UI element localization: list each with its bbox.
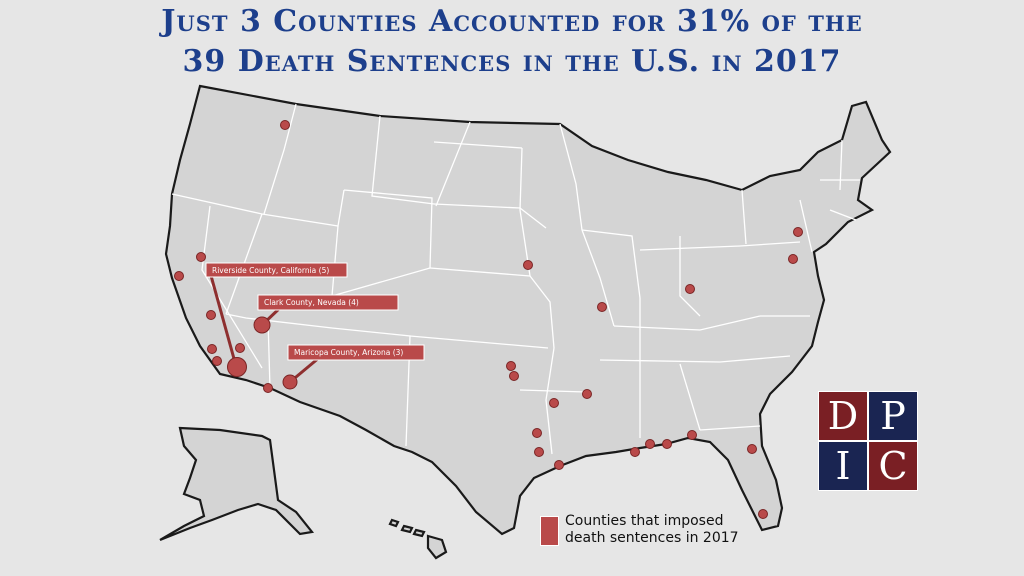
county-dot	[235, 343, 245, 353]
county-dot	[534, 447, 544, 457]
county-dot	[506, 361, 516, 371]
county-dot	[597, 302, 607, 312]
logo-letter-c: C	[868, 441, 918, 491]
riverside-county-dot	[227, 357, 247, 377]
callout-clark-label: Clark County, Nevada (4)	[264, 298, 359, 307]
alaska	[159, 426, 315, 542]
county-dot	[685, 284, 695, 294]
county-dot	[174, 271, 184, 281]
legend: Counties that imposed death sentences in…	[540, 513, 739, 547]
callout-riverside: Riverside County, California (5)	[205, 262, 348, 278]
county-dot	[630, 447, 640, 457]
legend-line-1: Counties that imposed	[565, 513, 724, 529]
clark-county-dot	[253, 316, 271, 334]
county-dot	[207, 344, 217, 354]
maricopa-county-dot	[282, 374, 298, 390]
logo-letter-p: P	[868, 391, 918, 441]
county-dot	[263, 383, 273, 393]
county-dot	[747, 444, 757, 454]
county-dot	[582, 389, 592, 399]
county-dot	[523, 260, 533, 270]
callout-maricopa-label: Maricopa County, Arizona (3)	[294, 348, 403, 357]
county-dot	[687, 430, 697, 440]
county-dot	[532, 428, 542, 438]
dpic-logo: D P I C	[818, 391, 918, 491]
county-dots	[174, 120, 803, 519]
logo-letter-d: D	[818, 391, 868, 441]
county-dot	[206, 310, 216, 320]
county-dot	[280, 120, 290, 130]
hawaii	[388, 518, 448, 560]
legend-swatch	[540, 516, 559, 546]
callout-riverside-label: Riverside County, California (5)	[212, 266, 329, 275]
legend-text: Counties that imposed death sentences in…	[565, 513, 739, 547]
contiguous-us	[164, 84, 892, 536]
title-line-2: 39 Death Sentences in the U.S. in 2017	[182, 44, 842, 79]
county-dot	[509, 371, 519, 381]
callout-maricopa: Maricopa County, Arizona (3)	[287, 344, 425, 361]
county-dot	[196, 252, 206, 262]
county-dot	[645, 439, 655, 449]
county-dot	[793, 227, 803, 237]
county-dot	[554, 460, 564, 470]
callout-clark: Clark County, Nevada (4)	[257, 294, 399, 311]
county-dot	[662, 439, 672, 449]
county-dot	[549, 398, 559, 408]
county-dot	[788, 254, 798, 264]
logo-letter-i: I	[818, 441, 868, 491]
county-dot	[758, 509, 768, 519]
county-dot	[212, 356, 222, 366]
title-line-1: Just 3 Counties Accounted for 31% of the	[161, 4, 863, 39]
legend-line-2: death sentences in 2017	[565, 530, 739, 546]
